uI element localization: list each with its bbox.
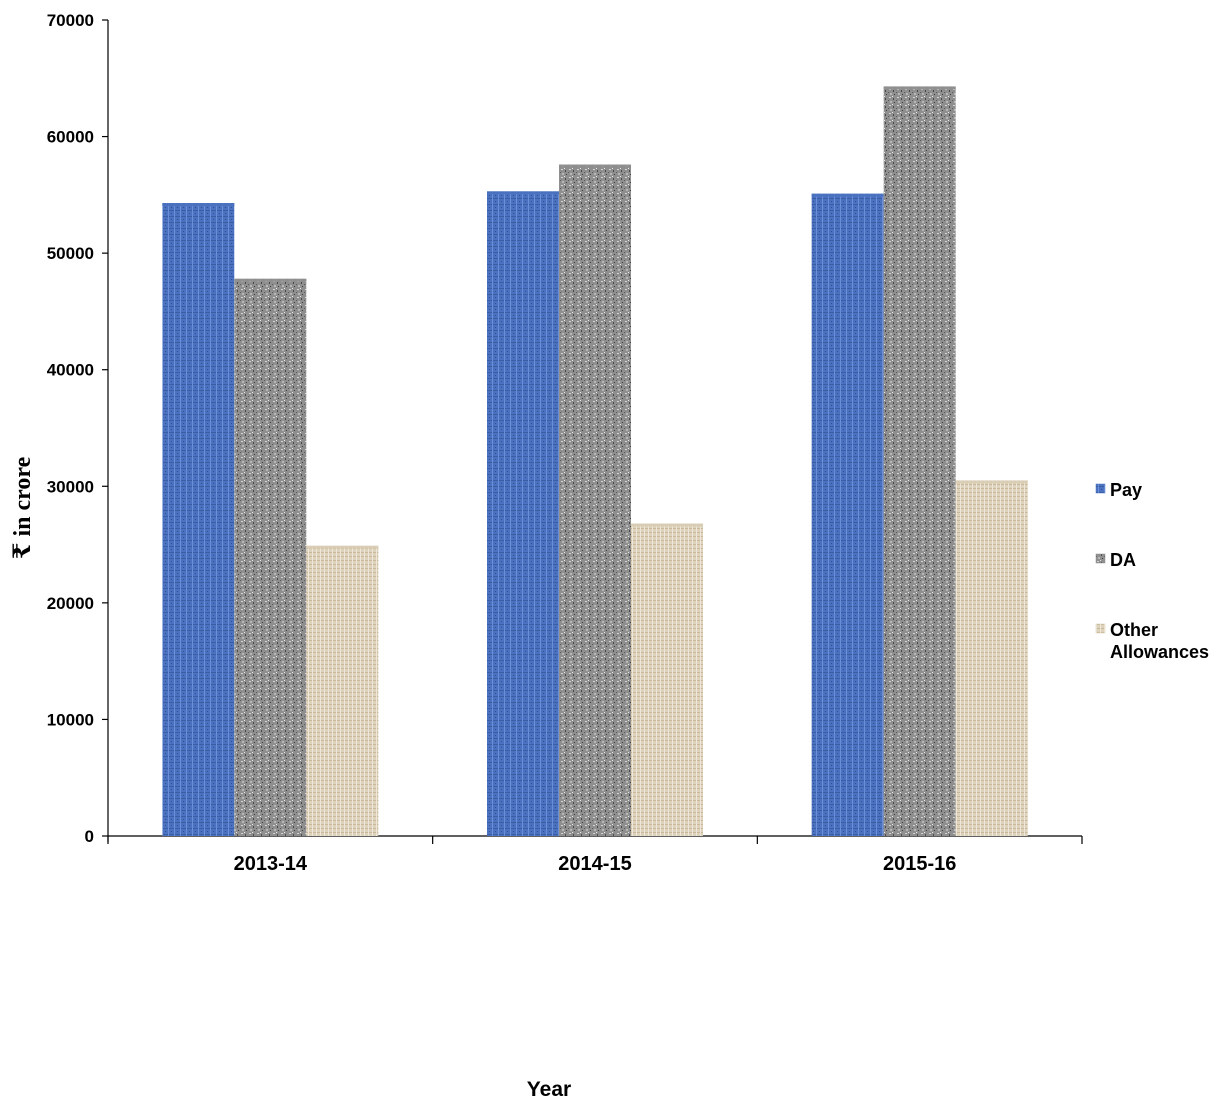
y-tick-label: 60000 [47, 128, 94, 147]
bar-top-edge [162, 203, 235, 207]
y-tick-label: 70000 [47, 11, 94, 30]
legend-swatch-da [1095, 553, 1106, 564]
x-axis-title: Year [527, 1078, 571, 1101]
bar-top-edge [559, 164, 631, 168]
bar-top-edge [306, 545, 379, 549]
x-tick-label: 2013-14 [234, 853, 308, 875]
bar-top-edge [631, 523, 703, 527]
bar-da-2013-14 [234, 278, 307, 836]
bar-pay-2014-15 [487, 191, 559, 837]
y-tick-label: 10000 [47, 710, 94, 729]
y-tick-label: 30000 [47, 477, 94, 496]
bar-other-allowances-2014-15 [631, 523, 703, 836]
x-tick-label: 2014-15 [558, 853, 631, 875]
y-tick-label: 20000 [47, 594, 94, 613]
bar-top-edge [234, 278, 307, 282]
bar-pay-2015-16 [811, 193, 884, 837]
x-tick-label: 2015-16 [883, 853, 956, 875]
legend-label-pay: Pay [1110, 480, 1142, 500]
bar-top-edge [883, 86, 956, 90]
bar-top-edge [487, 191, 559, 195]
legend-label-da: DA [1110, 550, 1136, 570]
y-axis-title: ₹ in crore [10, 456, 36, 559]
legend: Pay DA Other Allowances [1095, 480, 1209, 662]
bar-da-2015-16 [883, 86, 956, 836]
bars [162, 86, 1028, 837]
legend-swatch-pay [1095, 483, 1106, 494]
bar-other-allowances-2015-16 [955, 480, 1028, 836]
bar-top-edge [811, 193, 884, 197]
y-tick-label: 0 [85, 827, 94, 846]
bar-top-edge [955, 480, 1028, 484]
legend-swatch-other-allowances [1095, 623, 1106, 634]
bar-other-allowances-2013-14 [306, 545, 379, 836]
y-tick-label: 50000 [47, 244, 94, 263]
bar-da-2014-15 [559, 164, 631, 836]
y-tick-label: 40000 [47, 361, 94, 380]
bar-pay-2013-14 [162, 203, 235, 836]
legend-label-other-allowances: Other Allowances [1110, 620, 1209, 662]
axis-labels: 0 10000 20000 30000 40000 50000 60000 70000 2013… [10, 11, 956, 1101]
